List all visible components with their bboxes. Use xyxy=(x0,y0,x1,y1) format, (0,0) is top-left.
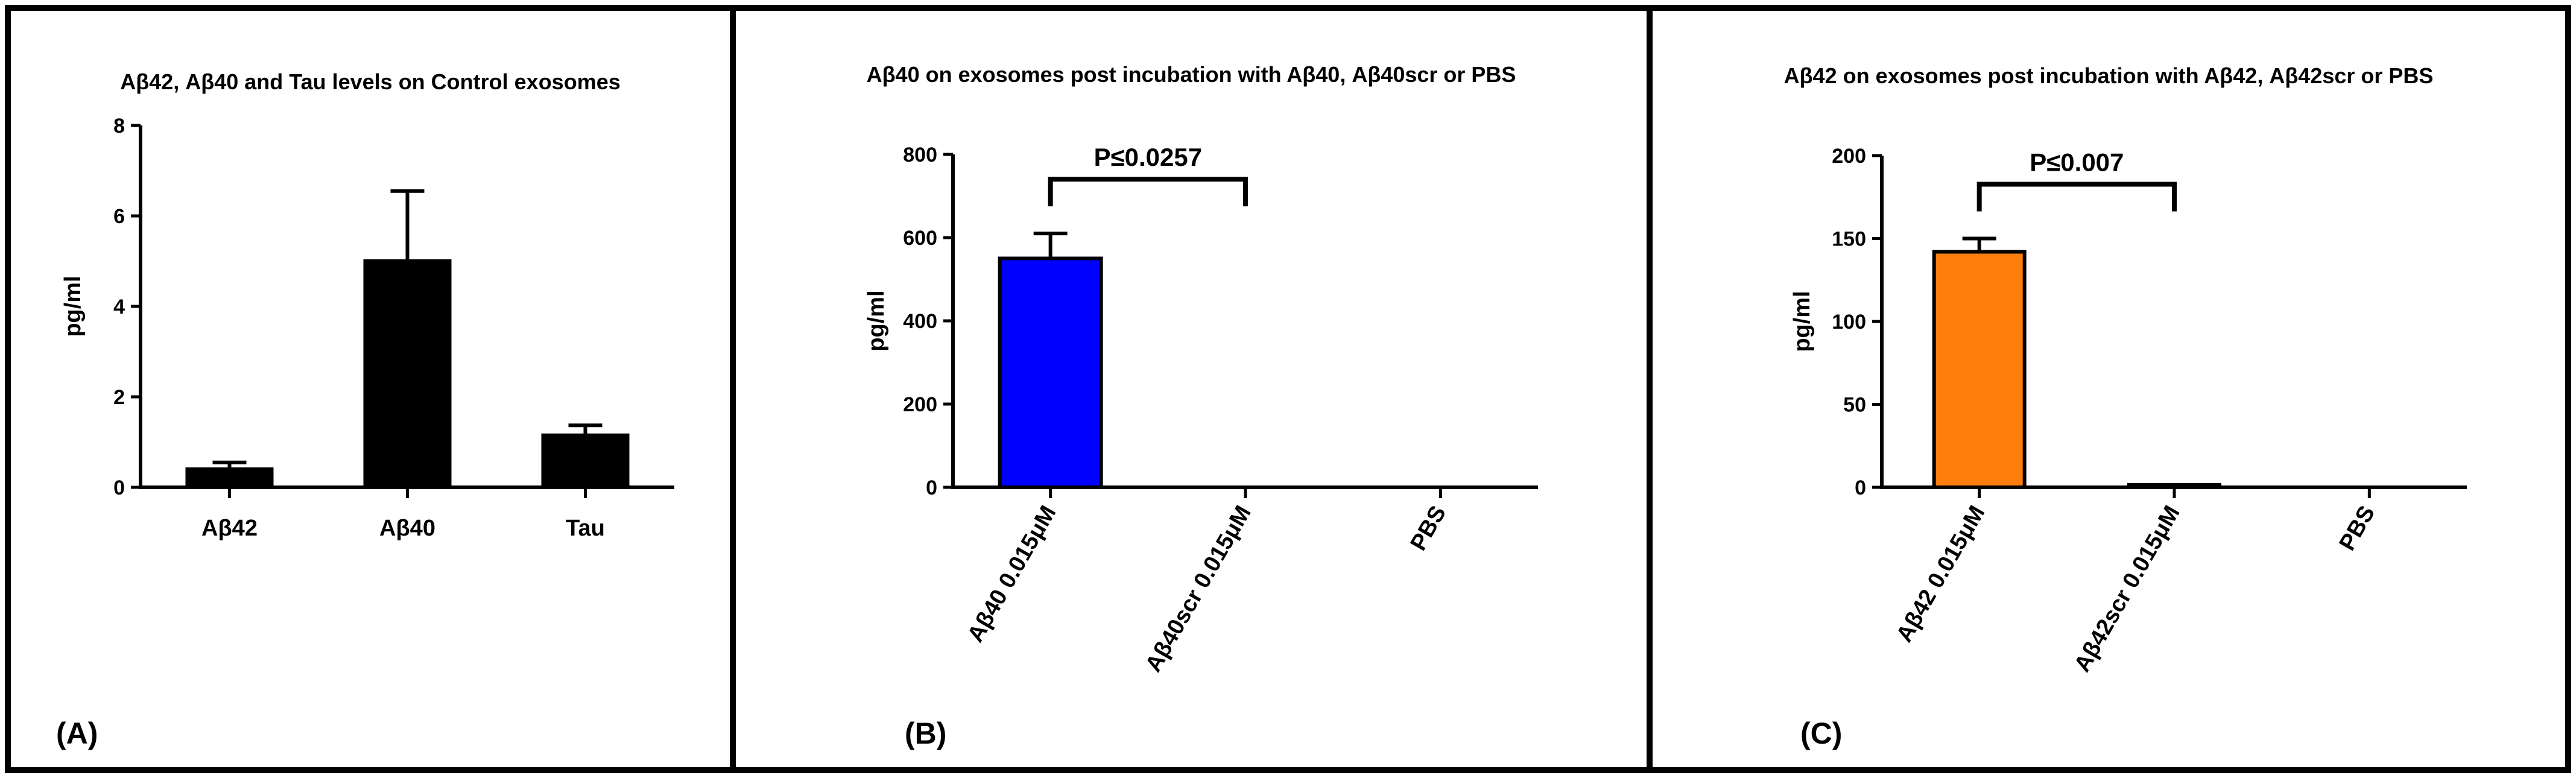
chart-title: Aβ42 on exosomes post incubation with Aβ… xyxy=(1784,63,2434,88)
bar-1 xyxy=(363,259,452,489)
y-tick-label: 800 xyxy=(903,144,937,166)
panel-a: Aβ42, Aβ40 and Tau levels on Control exo… xyxy=(5,5,736,773)
bar-0 xyxy=(998,256,1103,489)
y-tick-label: 100 xyxy=(1832,311,1866,334)
x-category-label: Tau xyxy=(566,516,605,541)
panel-c: Aβ42 on exosomes post incubation with Aβ… xyxy=(1647,5,2571,773)
chart-b: Aβ40 on exosomes post incubation with Aβ… xyxy=(864,62,1538,750)
significance-bracket xyxy=(1976,182,2177,212)
chart-title: Aβ42, Aβ40 and Tau levels on Control exo… xyxy=(120,69,621,94)
y-tick-label: 0 xyxy=(1855,476,1866,499)
y-tick-label: 2 xyxy=(113,386,125,409)
x-category-label: Aβ42scr 0.015μM xyxy=(2069,502,2185,677)
chart-title: Aβ40 on exosomes post incubation with Aβ… xyxy=(867,62,1516,87)
significance-bracket xyxy=(1048,177,1248,207)
x-category-label: PBS xyxy=(2335,502,2380,555)
y-tick-label: 0 xyxy=(113,476,125,499)
x-category-label: Aβ40 xyxy=(379,516,435,541)
x-category-label: Aβ42 0.015μM xyxy=(1891,502,1990,647)
bar-0 xyxy=(1932,250,2027,489)
y-tick-label: 4 xyxy=(113,296,125,318)
y-tick-label: 50 xyxy=(1843,394,1866,417)
panel-b: Aβ40 on exosomes post incubation with Aβ… xyxy=(730,5,1653,773)
bar-0 xyxy=(185,467,274,489)
y-tick-label: 6 xyxy=(113,205,125,228)
y-tick-label: 0 xyxy=(926,476,937,499)
y-axis-label: pg/ml xyxy=(60,276,86,337)
x-category-label: Aβ42 xyxy=(201,516,258,541)
significance-label: P≤0.007 xyxy=(2030,148,2124,177)
y-tick-label: 600 xyxy=(903,227,937,250)
chart-c: Aβ42 on exosomes post incubation with Aβ… xyxy=(1784,63,2467,750)
y-tick-label: 200 xyxy=(1832,145,1866,168)
panel-label: (A) xyxy=(56,716,98,750)
panel-label: (B) xyxy=(905,716,946,750)
y-tick-label: 150 xyxy=(1832,228,1866,251)
x-category-label: Aβ40scr 0.015μM xyxy=(1141,502,1256,677)
y-tick-label: 200 xyxy=(903,393,937,416)
x-category-label: Aβ40 0.015μM xyxy=(963,502,1061,647)
significance-label: P≤0.0257 xyxy=(1094,143,1203,171)
chart-a: Aβ42, Aβ40 and Tau levels on Control exo… xyxy=(56,69,674,750)
y-tick-label: 8 xyxy=(113,115,125,138)
y-axis-label: pg/ml xyxy=(1790,291,1815,352)
x-category-label: PBS xyxy=(1406,502,1451,555)
y-axis-label: pg/ml xyxy=(864,290,889,351)
bar-2 xyxy=(541,433,630,489)
y-tick-label: 400 xyxy=(903,310,937,333)
panel-label: (C) xyxy=(1800,716,1842,750)
